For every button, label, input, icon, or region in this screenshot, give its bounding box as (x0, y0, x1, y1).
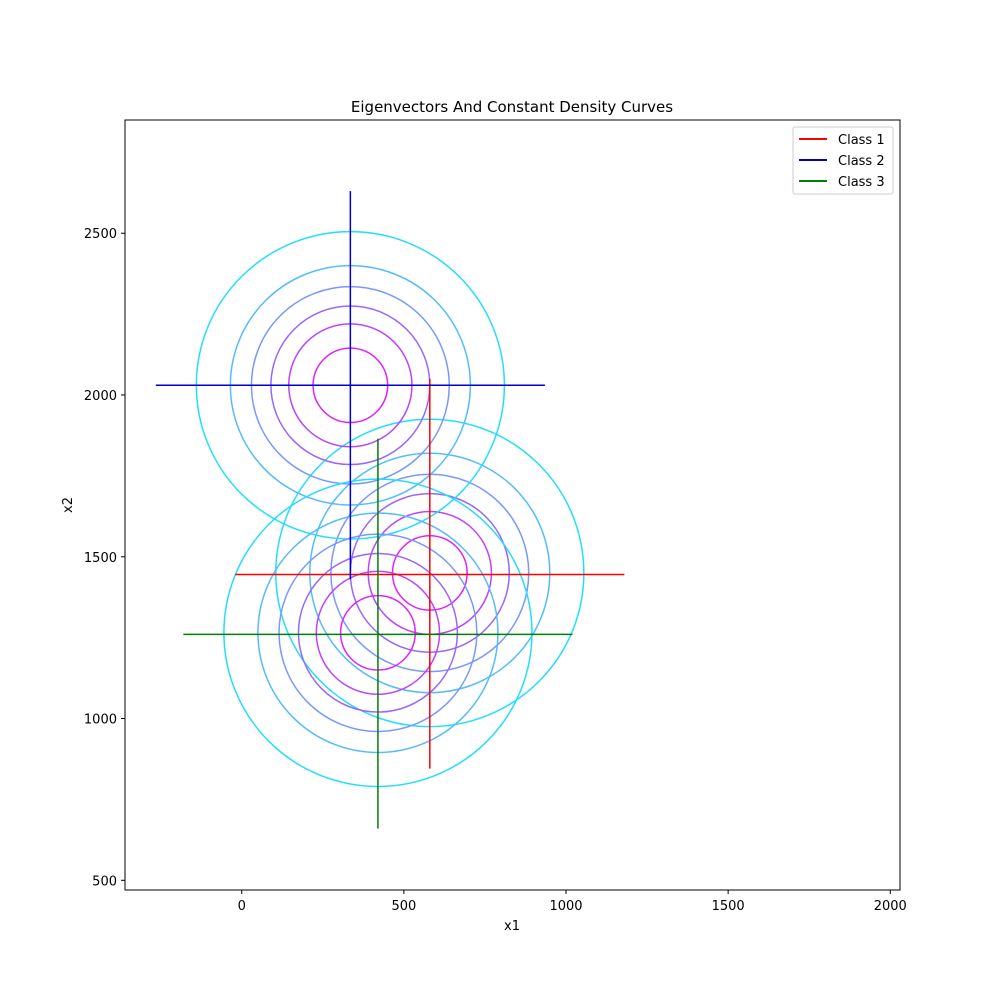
y-tick-label: 500 (92, 874, 117, 889)
y-tick-label: 1500 (84, 551, 117, 566)
x-tick-label: 1000 (549, 899, 582, 914)
legend-label-class-3: Class 3 (838, 175, 885, 190)
legend-label-class-1: Class 1 (838, 133, 885, 148)
y-tick-label: 2500 (84, 227, 117, 242)
x-tick-label: 0 (238, 899, 246, 914)
x-tick-label: 2000 (874, 899, 907, 914)
y-tick-label: 1000 (84, 713, 117, 728)
legend: Class 1 Class 2 Class 3 (792, 126, 894, 195)
x-tick-label: 500 (391, 899, 416, 914)
x-axis-label: x1 (504, 919, 520, 934)
plot-area-frame (124, 119, 901, 891)
y-axis-label: x2 (61, 497, 76, 513)
x-tick-label: 1500 (712, 899, 745, 914)
chart-title: Eigenvectors And Constant Density Curves (351, 98, 673, 116)
legend-label-class-2: Class 2 (838, 154, 885, 169)
y-tick-label: 2000 (84, 389, 117, 404)
legend-frame (792, 126, 894, 195)
